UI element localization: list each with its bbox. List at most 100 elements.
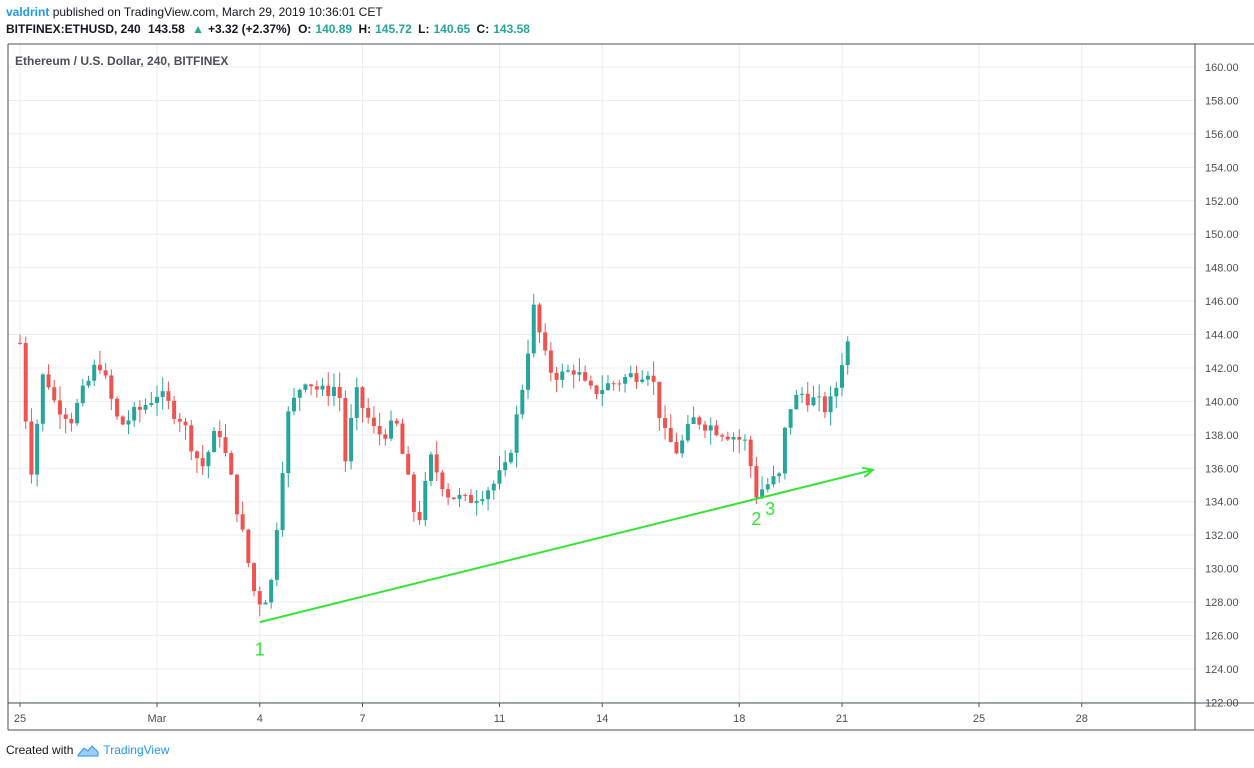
candle-body xyxy=(760,489,765,498)
candle-body xyxy=(189,425,194,452)
candle-body xyxy=(252,563,257,592)
candle-body xyxy=(754,466,759,498)
candle-body xyxy=(269,579,274,603)
y-tick-label: 158.00 xyxy=(1205,95,1239,107)
candle-body xyxy=(137,406,142,410)
candle-body xyxy=(543,332,548,351)
candle-body xyxy=(132,406,137,421)
candle-body xyxy=(463,494,468,496)
candle-body xyxy=(640,379,645,382)
tradingview-brand-link[interactable]: TradingView xyxy=(103,743,170,757)
candle-body xyxy=(417,511,422,521)
candle-body xyxy=(680,440,685,454)
candle-body xyxy=(63,414,68,419)
candle-body xyxy=(571,370,576,375)
candle-body xyxy=(349,417,354,462)
candle-body xyxy=(92,364,97,381)
x-tick-label: 4 xyxy=(257,713,263,725)
x-tick-label: 18 xyxy=(733,713,745,725)
candle-body xyxy=(668,427,673,443)
close-label: C: xyxy=(476,22,490,36)
candle-body xyxy=(223,437,228,454)
x-tick-label: 28 xyxy=(1076,713,1088,725)
candle-body xyxy=(371,417,376,427)
candle-body xyxy=(29,421,34,475)
candle-body xyxy=(23,343,28,422)
y-tick-label: 148.00 xyxy=(1205,263,1239,275)
candle-body xyxy=(577,372,582,375)
y-tick-label: 132.00 xyxy=(1205,530,1239,542)
open-label: O: xyxy=(298,22,312,36)
candle-body xyxy=(788,409,793,428)
candle-body xyxy=(765,484,770,490)
y-tick-label: 128.00 xyxy=(1205,597,1239,609)
candle-body xyxy=(394,420,399,424)
trendline-layer: 1 23 xyxy=(255,466,876,660)
publish-info: valdrint published on TradingView.com, M… xyxy=(6,4,383,20)
candle-body xyxy=(531,304,536,354)
candle-body xyxy=(120,416,125,425)
candle-body xyxy=(645,375,650,380)
candle-body xyxy=(360,387,365,408)
candle-body xyxy=(474,500,479,503)
candle-body xyxy=(560,371,565,380)
candle-body xyxy=(292,397,296,412)
candle-body xyxy=(331,386,336,397)
candle-body xyxy=(366,407,371,418)
y-tick-label: 160.00 xyxy=(1205,62,1239,74)
candle-body xyxy=(794,394,799,410)
candle-body xyxy=(57,400,62,415)
candle-body xyxy=(406,453,411,475)
candle-body xyxy=(731,436,736,440)
up-arrow-icon: ▲ xyxy=(192,22,204,36)
candle-body xyxy=(52,387,57,401)
candle-body xyxy=(172,400,177,419)
candle-body xyxy=(297,389,302,398)
candle-body xyxy=(748,439,753,467)
candle-body xyxy=(320,385,325,390)
y-tick-label: 136.00 xyxy=(1205,463,1239,475)
candle-body xyxy=(40,374,45,424)
touch-point-label: 2 xyxy=(751,509,761,529)
candle-body xyxy=(451,497,456,499)
y-tick-label: 126.00 xyxy=(1205,630,1239,642)
candle-body xyxy=(280,473,285,530)
symbol-info-bar: BITFINEX:ETHUSD, 240 143.58 ▲ +3.32 (+2.3… xyxy=(6,21,533,37)
y-tick-label: 154.00 xyxy=(1205,162,1239,174)
y-tick-label: 156.00 xyxy=(1205,129,1239,141)
candle-body xyxy=(703,424,707,431)
candle-body xyxy=(468,495,473,503)
candle-body xyxy=(377,426,382,435)
candles-layer xyxy=(18,293,850,617)
y-tick-label: 150.00 xyxy=(1205,229,1239,241)
y-tick-label: 130.00 xyxy=(1205,564,1239,576)
candle-body xyxy=(389,420,394,439)
y-tick-label: 134.00 xyxy=(1205,497,1239,509)
touch-point-label: 1 xyxy=(255,640,265,660)
candle-body xyxy=(166,391,171,401)
candle-body xyxy=(714,425,719,436)
candle-body xyxy=(18,342,22,344)
candle-body xyxy=(628,373,633,378)
candle-body xyxy=(623,377,628,384)
candle-body xyxy=(429,454,433,481)
footer: Created with TradingView xyxy=(6,742,169,758)
axes-layer: 122.00124.00126.00128.00130.00132.00134.… xyxy=(7,43,1254,731)
candle-body xyxy=(691,417,696,424)
candle-body xyxy=(149,403,154,406)
tradingview-logo-icon[interactable] xyxy=(77,743,99,757)
candle-body xyxy=(708,425,713,431)
trendline-arrowhead xyxy=(861,466,876,478)
author-link[interactable]: valdrint xyxy=(6,5,50,19)
candle-body xyxy=(611,383,616,385)
close-value: 143.58 xyxy=(493,22,530,36)
x-tick-label: 7 xyxy=(359,713,365,725)
candle-body xyxy=(309,384,314,387)
candle-body xyxy=(514,414,519,453)
candle-body xyxy=(782,427,787,474)
candle-body xyxy=(434,454,439,473)
candle-body xyxy=(80,385,85,404)
y-tick-label: 144.00 xyxy=(1205,330,1239,342)
candle-body xyxy=(508,452,513,463)
